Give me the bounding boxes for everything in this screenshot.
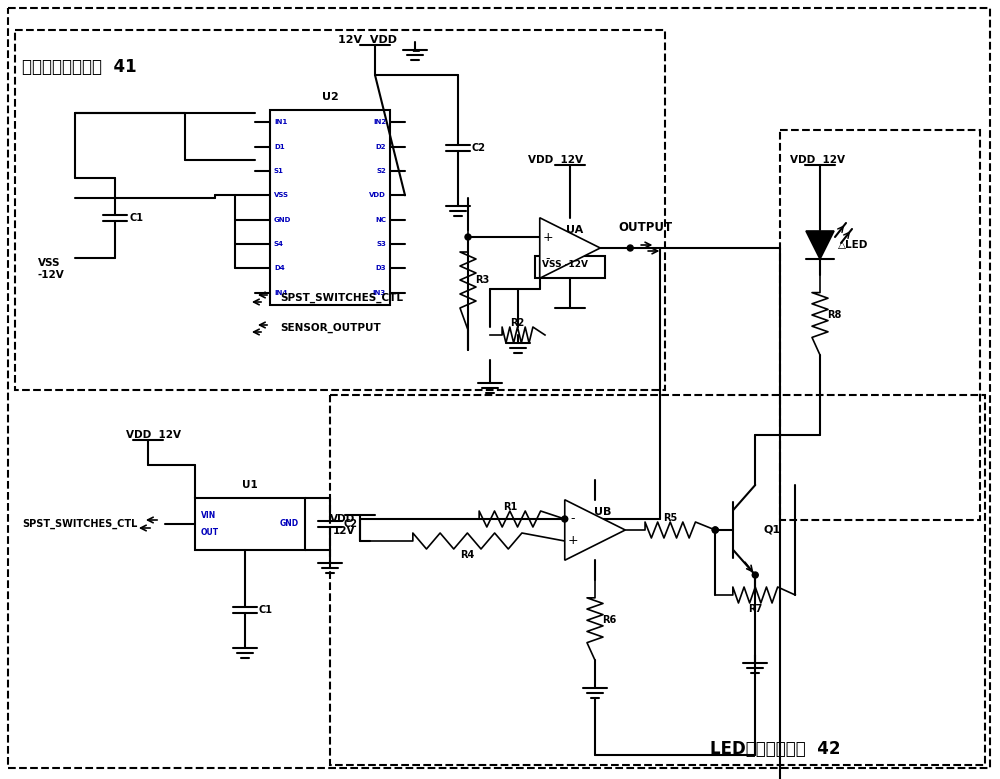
Text: VDD  12V: VDD 12V — [126, 430, 180, 440]
Text: R5: R5 — [663, 513, 677, 523]
Text: 模拟开关控制模块  41: 模拟开关控制模块 41 — [22, 58, 137, 76]
Text: D2: D2 — [376, 143, 386, 150]
Text: R6: R6 — [602, 615, 616, 626]
Text: VDD: VDD — [369, 192, 386, 199]
Text: S2: S2 — [376, 168, 386, 174]
Text: SPST_SWITCHES_CTL: SPST_SWITCHES_CTL — [280, 293, 403, 303]
Circle shape — [627, 245, 633, 251]
Bar — [535, 256, 605, 278]
Text: S4: S4 — [274, 241, 284, 247]
Text: VSS
-12V: VSS -12V — [38, 258, 65, 280]
Text: IN2: IN2 — [373, 119, 386, 125]
Text: GND: GND — [280, 520, 299, 528]
Text: S1: S1 — [274, 168, 284, 174]
Text: IN3: IN3 — [373, 290, 386, 296]
Text: R8: R8 — [827, 310, 841, 320]
Text: D4: D4 — [274, 266, 285, 271]
Bar — [195, 498, 305, 550]
Text: UB: UB — [594, 507, 612, 517]
Polygon shape — [806, 231, 834, 259]
Text: LED驱动控制模块  42: LED驱动控制模块 42 — [710, 740, 840, 758]
Text: OUTPUT: OUTPUT — [618, 221, 672, 234]
Text: VDD  12V: VDD 12V — [790, 155, 845, 165]
Polygon shape — [540, 218, 600, 278]
Text: S3: S3 — [376, 241, 386, 247]
Text: C2: C2 — [344, 519, 358, 529]
Text: SENSOR_OUTPUT: SENSOR_OUTPUT — [280, 323, 381, 333]
Circle shape — [562, 516, 568, 522]
Text: IN1: IN1 — [274, 119, 287, 125]
Text: SPST_SWITCHES_CTL: SPST_SWITCHES_CTL — [22, 519, 137, 529]
Text: R7: R7 — [748, 604, 762, 614]
Text: C1: C1 — [129, 213, 143, 223]
Text: NC: NC — [375, 217, 386, 223]
Circle shape — [465, 234, 471, 240]
Text: VSS: VSS — [274, 192, 289, 199]
Text: -: - — [570, 513, 575, 526]
Text: △LED: △LED — [838, 240, 868, 250]
Text: VIN: VIN — [201, 511, 216, 520]
Text: OUT: OUT — [201, 528, 219, 538]
Text: Q1: Q1 — [763, 525, 780, 535]
Circle shape — [712, 527, 718, 533]
Text: UA: UA — [566, 225, 584, 235]
Text: C1: C1 — [258, 605, 272, 615]
Text: U1: U1 — [242, 480, 258, 490]
Text: -: - — [546, 252, 550, 266]
Circle shape — [752, 572, 758, 578]
Text: IN4: IN4 — [274, 290, 287, 296]
Text: +: + — [542, 231, 553, 244]
Text: GND: GND — [274, 217, 291, 223]
Text: C2: C2 — [472, 143, 486, 153]
Bar — [780, 130, 980, 520]
Text: R4: R4 — [460, 550, 475, 560]
Bar — [270, 110, 390, 305]
Text: R3: R3 — [475, 275, 489, 285]
Text: VDD  12V: VDD 12V — [528, 155, 582, 165]
Text: VSS -12V: VSS -12V — [542, 260, 588, 269]
Text: U2: U2 — [322, 92, 338, 102]
Text: 12V  VDD: 12V VDD — [338, 35, 396, 45]
Text: ═: ═ — [412, 45, 418, 55]
Bar — [330, 395, 985, 765]
Polygon shape — [565, 500, 625, 560]
Text: D3: D3 — [375, 266, 386, 271]
Text: R1: R1 — [503, 502, 517, 512]
Bar — [15, 30, 665, 390]
Text: VDD
12V: VDD 12V — [330, 514, 355, 536]
Text: R2: R2 — [510, 318, 525, 328]
Text: +: + — [567, 534, 578, 548]
Circle shape — [712, 527, 718, 533]
Text: D1: D1 — [274, 143, 285, 150]
